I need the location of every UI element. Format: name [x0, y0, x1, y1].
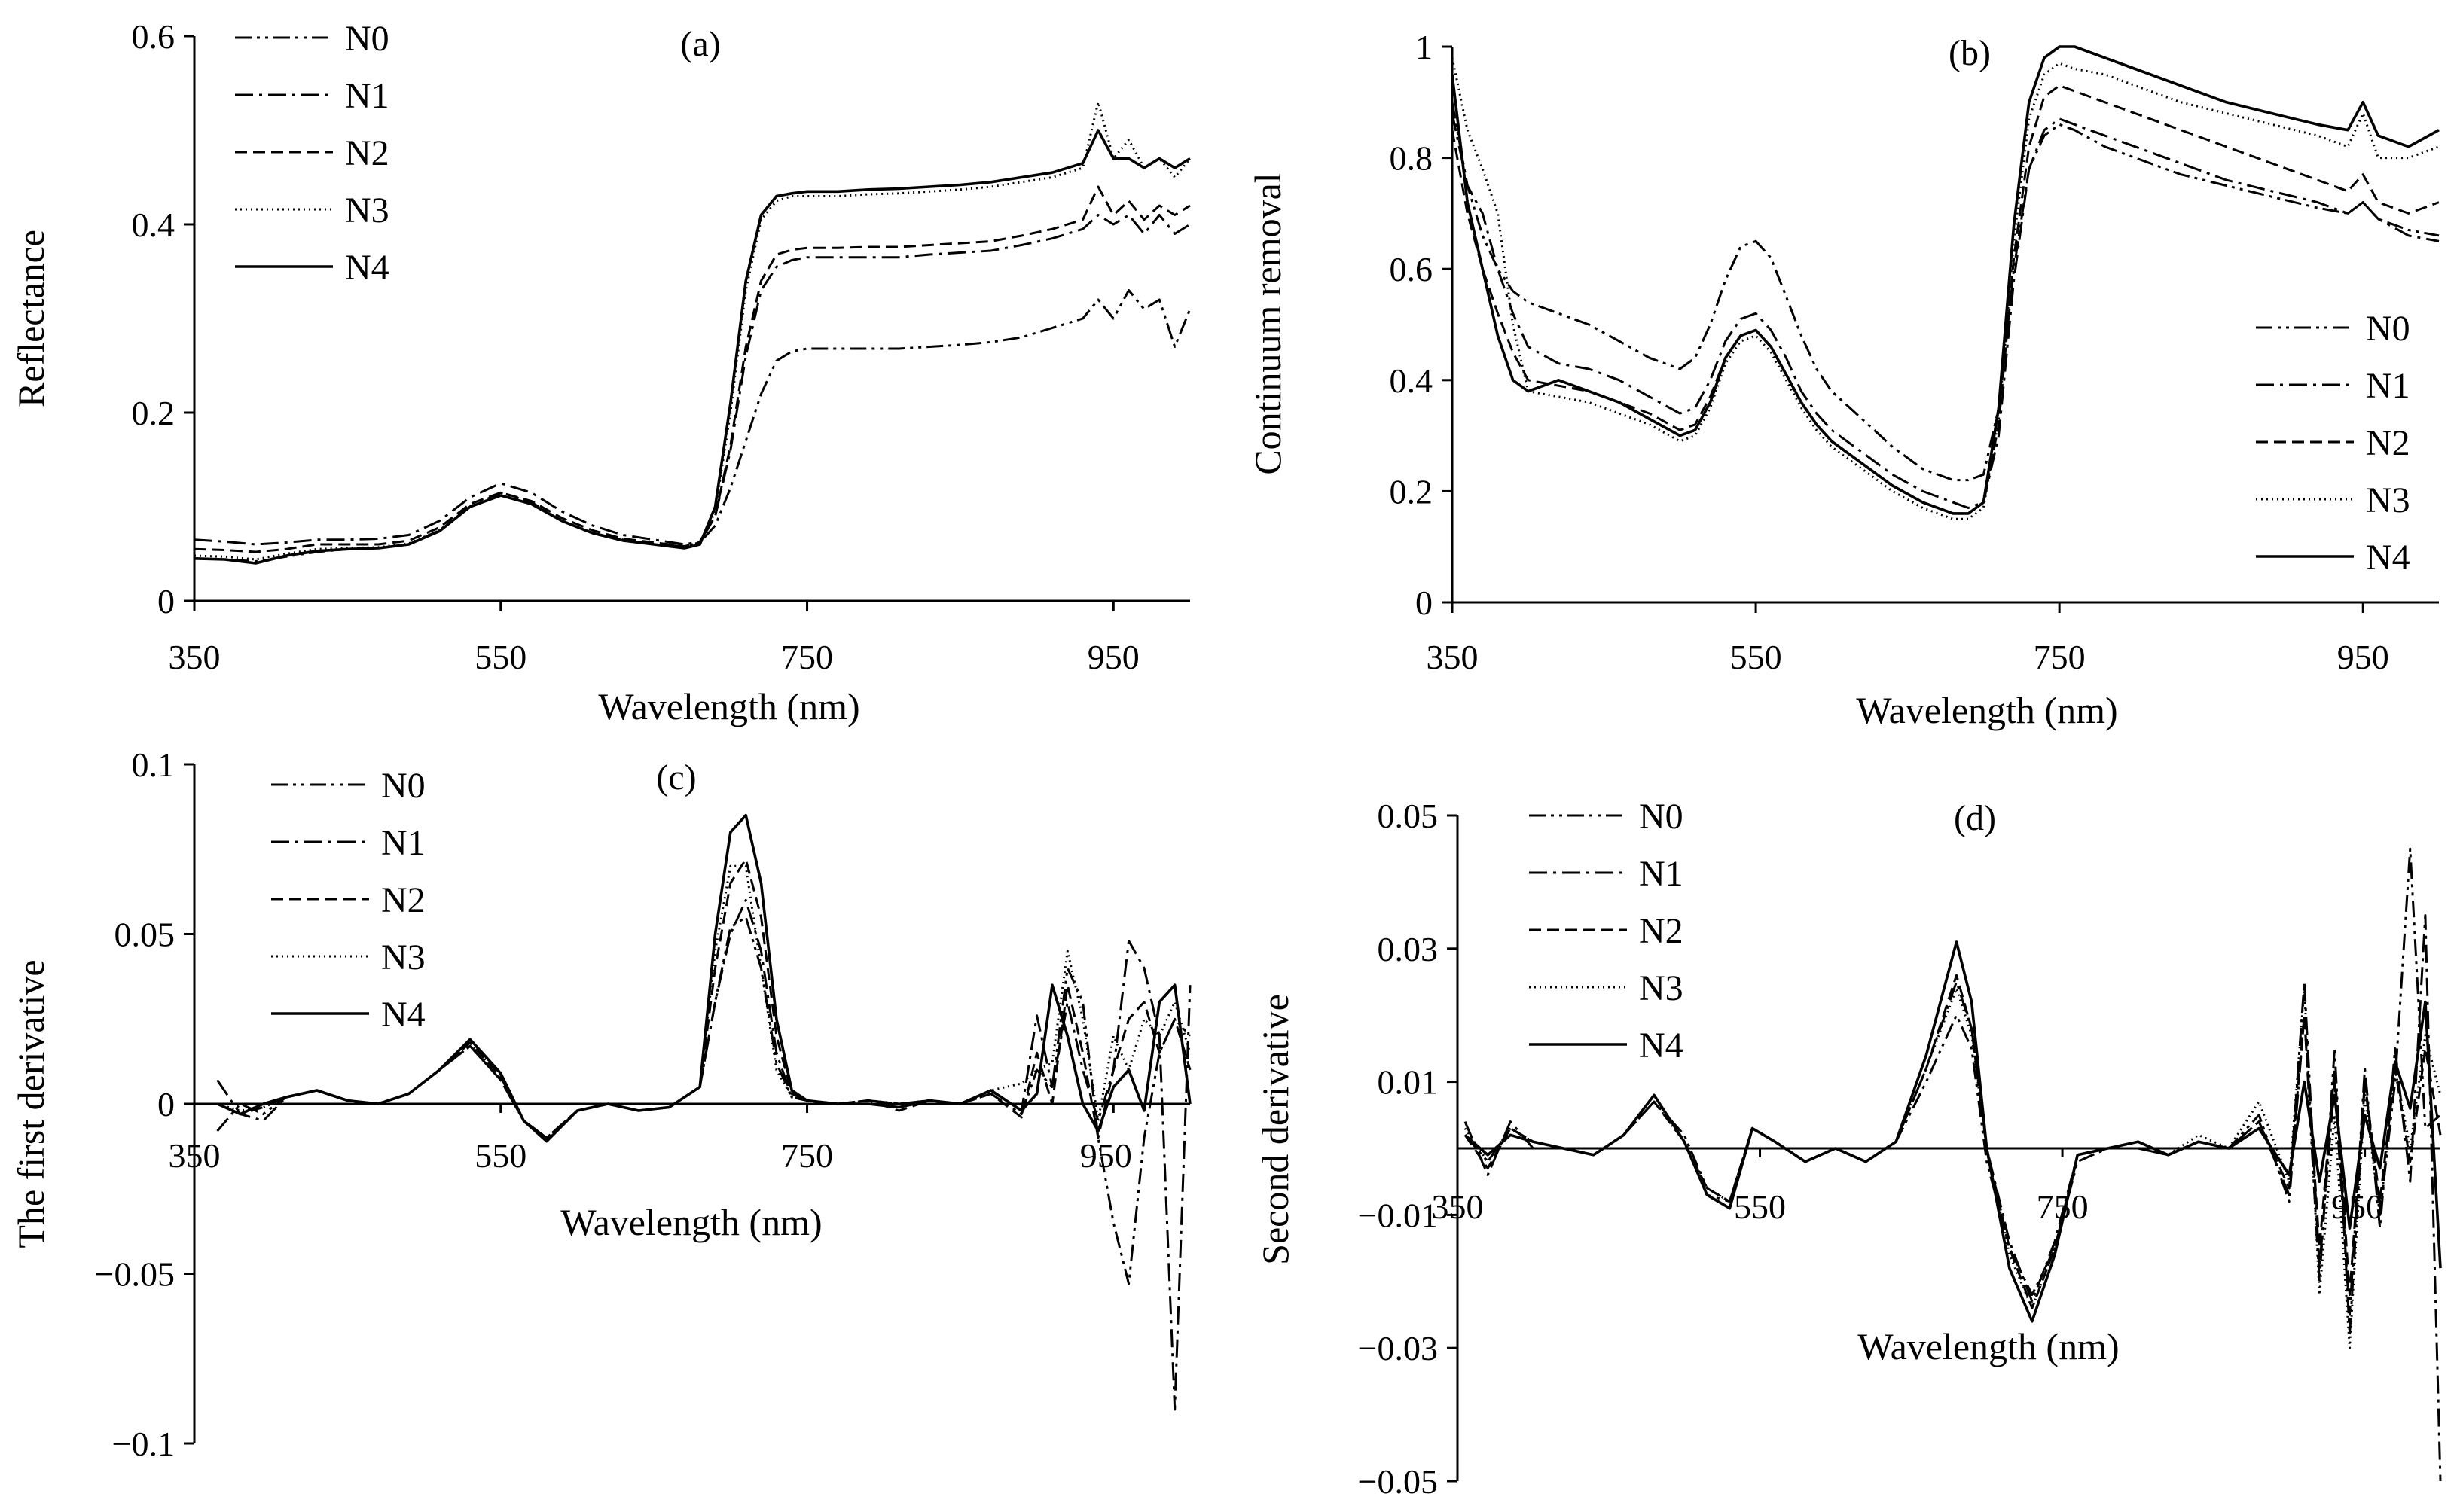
- y-axis-title: Reflectance: [10, 230, 52, 407]
- x-tick-label: 750: [781, 638, 833, 676]
- series-line-n4: [1451, 45, 2440, 515]
- x-tick-label: 350: [1432, 1187, 1484, 1226]
- series-line-n4: [216, 813, 1192, 1143]
- x-axis-title: Wavelength (nm): [1856, 689, 2117, 731]
- legend-label: N2: [381, 880, 426, 920]
- x-tick-label: 350: [169, 1136, 221, 1175]
- x-tick-label: 950: [2337, 638, 2389, 676]
- legend-label: N1: [345, 76, 389, 116]
- legend-label: N2: [345, 133, 389, 173]
- series-line-n0: [1451, 102, 2440, 482]
- panel-label: (a): [680, 24, 720, 64]
- y-tick-label: 0.4: [132, 206, 175, 244]
- legend-label: N0: [1639, 797, 1683, 837]
- legend: N0 N1 N2 N3 N4: [271, 766, 426, 1035]
- panel-label: (d): [1954, 798, 1996, 838]
- x-axis-title: Wavelength (nm): [1857, 1325, 2119, 1367]
- x-tick-label: 950: [1088, 638, 1140, 676]
- series-line-n1: [1463, 914, 2442, 1482]
- x-axis-title: Wavelength (nm): [560, 1201, 822, 1243]
- x-axis-title: Wavelength (nm): [598, 685, 859, 727]
- y-tick-label: 0.8: [1390, 139, 1433, 178]
- series-line-n4: [1463, 940, 2442, 1323]
- series-line-n1: [194, 214, 1191, 546]
- y-tick-label: 0: [157, 582, 175, 620]
- legend-label: N4: [1639, 1026, 1683, 1065]
- legend: N0 N1 N2 N3 N4: [1529, 797, 1683, 1065]
- legend-label: N0: [345, 19, 389, 59]
- y-tick-label: 0.2: [1390, 472, 1433, 511]
- x-tick-label: 750: [2034, 638, 2086, 676]
- y-axis-title: Continuum removal: [1247, 172, 1289, 474]
- series-line-n1: [1451, 113, 2440, 509]
- y-tick-label: 0.1: [132, 745, 175, 784]
- y-axis-title: The first derivative: [10, 959, 52, 1248]
- panel-label: (c): [656, 758, 696, 797]
- y-tick-label: −0.03: [1358, 1329, 1438, 1367]
- legend-label: N1: [381, 823, 426, 863]
- x-tick-label: 350: [169, 638, 221, 676]
- legend-label: N1: [1639, 854, 1683, 894]
- y-tick-label: 0.6: [1390, 250, 1433, 288]
- y-tick-label: 0.01: [1378, 1063, 1439, 1102]
- x-tick-label: 550: [475, 638, 526, 676]
- y-tick-label: −0.01: [1358, 1196, 1438, 1234]
- legend-label: N2: [2366, 423, 2410, 463]
- x-tick-label: 550: [475, 1136, 526, 1175]
- series-line-n1: [216, 898, 1192, 1411]
- legend-label: N3: [1639, 968, 1683, 1008]
- legend-label: N4: [345, 248, 389, 288]
- legend-label: N0: [381, 766, 426, 806]
- legend-label: N3: [345, 191, 389, 230]
- legend-label: N3: [2366, 480, 2410, 520]
- legend-label: N3: [381, 937, 426, 977]
- x-tick-label: 350: [1427, 638, 1479, 676]
- x-tick-label: 550: [1730, 638, 1782, 676]
- legend-label: N4: [381, 995, 426, 1035]
- series-line-n0: [1463, 847, 2441, 1336]
- panel-c: −0.1 −0.05 0 0.05 0.1 350 550 750 950 Wavelength …: [10, 745, 1192, 1463]
- y-tick-label: −0.05: [1358, 1462, 1438, 1501]
- legend-label: N0: [2366, 309, 2410, 349]
- x-tick-label: 750: [781, 1136, 833, 1175]
- y-tick-label: 0: [157, 1085, 175, 1123]
- panel-b: 0 0.2 0.4 0.6 0.8 1 350 550 750 950 Wavelength (nm…: [1247, 28, 2440, 731]
- y-tick-label: 0.4: [1390, 361, 1433, 400]
- y-tick-label: 0.05: [1378, 797, 1439, 835]
- x-tick-label: 950: [1080, 1136, 1132, 1175]
- series-line-n2: [216, 858, 1192, 1139]
- series-line-n2: [194, 185, 1191, 553]
- series-line-n2: [1451, 84, 2440, 515]
- y-axis-title: Second derivative: [1254, 994, 1296, 1265]
- y-tick-label: −0.05: [95, 1255, 175, 1294]
- y-tick-label: 0.05: [114, 916, 175, 954]
- legend: N0 N1 N2 N3 N4: [2256, 309, 2410, 578]
- y-tick-label: 0.2: [132, 394, 175, 432]
- y-tick-label: 0: [1415, 584, 1433, 622]
- series-line-n0: [194, 289, 1192, 562]
- legend-label: N4: [2366, 538, 2410, 578]
- series-line-n3: [1451, 57, 2440, 520]
- y-tick-label: 1: [1415, 28, 1433, 66]
- panel-a: 0 0.2 0.4 0.6 350 550 750 950 Wavelength (nm) Ref…: [10, 17, 1192, 727]
- series-line-n4: [194, 129, 1191, 565]
- legend-label: N1: [2366, 366, 2410, 406]
- y-tick-label: 0.03: [1378, 930, 1439, 968]
- panel-label: (b): [1949, 33, 1991, 73]
- series-line-n3: [217, 864, 1192, 1139]
- y-tick-label: 0.6: [132, 17, 175, 56]
- series-line-n3: [1463, 987, 2442, 1349]
- legend-label: N2: [1639, 911, 1683, 951]
- x-tick-label: 550: [1734, 1187, 1786, 1226]
- y-tick-label: −0.1: [112, 1425, 175, 1463]
- legend: N0 N1 N2 N3 N4: [235, 19, 389, 288]
